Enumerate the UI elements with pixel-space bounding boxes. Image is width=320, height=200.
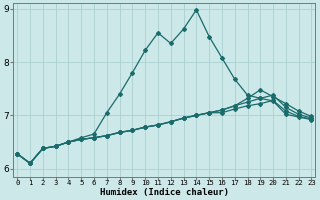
X-axis label: Humidex (Indice chaleur): Humidex (Indice chaleur) (100, 188, 229, 197)
